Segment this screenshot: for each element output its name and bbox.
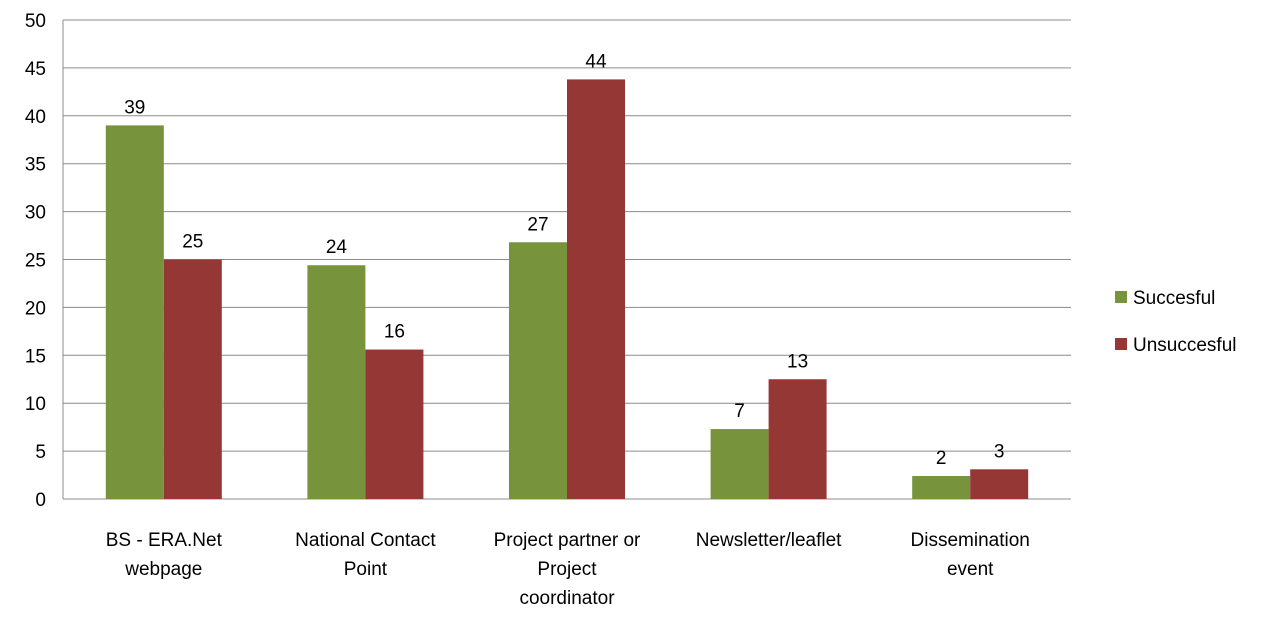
data-label: 2 — [936, 448, 947, 469]
bar-succesful — [307, 265, 366, 499]
y-tick-label: 5 — [35, 442, 46, 463]
x-category-label: Point — [344, 559, 388, 580]
legend-label: Unsuccesful — [1133, 335, 1237, 356]
x-category-label: Project partner or — [494, 530, 641, 551]
bars — [105, 79, 1029, 500]
bar-succesful — [912, 476, 971, 499]
x-category-label: Project — [537, 559, 597, 580]
legend-swatch — [1115, 338, 1127, 350]
y-tick-label: 20 — [25, 298, 46, 319]
y-tick-label: 30 — [25, 203, 46, 224]
bar-succesful — [710, 429, 769, 499]
y-tick-label: 0 — [35, 490, 46, 511]
y-tick-label: 10 — [25, 394, 46, 415]
x-category-label: coordinator — [519, 588, 615, 609]
data-label: 44 — [585, 51, 607, 72]
y-tick-label: 15 — [25, 346, 46, 367]
x-category-label: BS - ERA.Net — [106, 530, 223, 551]
bar-unsuccesful — [768, 379, 827, 499]
y-axis-ticks: 0 5 10 15 20 25 30 35 40 45 50 — [25, 11, 46, 511]
legend-label: Succesful — [1133, 288, 1215, 309]
x-axis-category-labels: BS - ERA.Net webpage National Contact Point… — [106, 530, 1030, 609]
y-tick-label: 50 — [25, 11, 46, 32]
legend-swatch — [1115, 291, 1127, 303]
y-tick-label: 45 — [25, 59, 46, 80]
data-label: 16 — [384, 322, 405, 343]
y-tick-label: 25 — [25, 251, 46, 272]
bar-succesful — [105, 125, 164, 499]
bar-unsuccesful — [567, 79, 625, 500]
legend: Succesful Unsuccesful — [1115, 288, 1237, 356]
data-label: 13 — [787, 351, 808, 372]
data-label: 7 — [734, 401, 745, 422]
data-labels: 39 25 24 16 27 44 7 13 2 3 — [124, 51, 1004, 469]
data-label: 24 — [326, 237, 348, 258]
bar-unsuccesful — [970, 469, 1029, 499]
data-label: 25 — [182, 232, 203, 253]
data-label: 3 — [994, 441, 1005, 462]
bar-succesful — [509, 242, 567, 500]
x-category-label: Dissemination — [911, 530, 1030, 551]
x-category-label: National Contact — [295, 530, 436, 551]
bar-unsuccesful — [163, 259, 222, 499]
bar-unsuccesful — [365, 349, 424, 499]
y-tick-label: 35 — [25, 155, 46, 176]
data-label: 27 — [527, 214, 548, 235]
x-category-label: webpage — [124, 559, 202, 580]
x-category-label: Newsletter/leaflet — [696, 530, 842, 551]
y-tick-label: 40 — [25, 107, 46, 128]
x-category-label: event — [947, 559, 994, 580]
data-label: 39 — [124, 97, 145, 118]
